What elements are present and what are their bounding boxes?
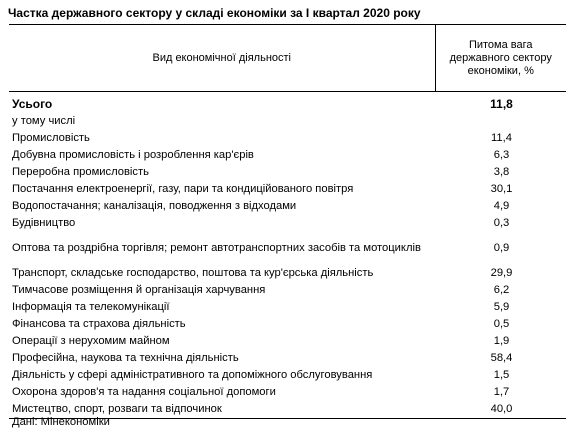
row-label: Водопостачання; каналізація, поводження … bbox=[12, 200, 297, 212]
row-label: у тому числі bbox=[12, 115, 76, 127]
row-label: Усього bbox=[12, 97, 53, 111]
table-row: Транспорт, складське господарство, пошто… bbox=[9, 265, 566, 282]
source-note: Дані: Мінекономіки bbox=[12, 416, 110, 428]
row-label: Фінансова та страхова діяльність bbox=[12, 318, 186, 330]
row-label: Операції з нерухомим майном bbox=[12, 335, 170, 347]
table-row: у тому числі bbox=[9, 113, 566, 130]
row-value: 3,8 bbox=[493, 166, 510, 178]
row-label: Тимчасове розміщення й організація харчу… bbox=[12, 284, 266, 296]
table-header-row: Вид економічної діяльності Питома вага д… bbox=[9, 24, 566, 92]
row-label: Транспорт, складське господарство, пошто… bbox=[12, 267, 374, 279]
table-title: Частка державного сектору у складі еконо… bbox=[8, 6, 421, 20]
row-value: 6,3 bbox=[493, 149, 510, 161]
row-value: 4,9 bbox=[493, 200, 510, 212]
state-sector-share-table: Вид економічної діяльності Питома вага д… bbox=[9, 24, 566, 419]
row-value: 0,3 bbox=[493, 217, 510, 229]
header-state-share: Питома вага державного сектору економіки… bbox=[435, 24, 566, 92]
table-row: Мистецтво, спорт, розваги та відпочинок … bbox=[9, 401, 566, 419]
table-row: Будівництво 0,3 bbox=[9, 215, 566, 232]
table-row-total: Усього 11,8 bbox=[9, 92, 566, 114]
header-activity-type: Вид економічної діяльності bbox=[9, 24, 436, 92]
row-value: 1,9 bbox=[493, 335, 510, 347]
row-label: Діяльність у сфері адміністративного та … bbox=[12, 369, 373, 381]
row-label: Мистецтво, спорт, розваги та відпочинок bbox=[9, 401, 435, 419]
table-row: Діяльність у сфері адміністративного та … bbox=[9, 367, 566, 384]
row-value bbox=[435, 113, 566, 130]
row-label: Оптова та роздрібна торгівля; ремонт авт… bbox=[12, 242, 421, 254]
row-value: 0,9 bbox=[493, 242, 510, 254]
table-row: Промисловість 11,4 bbox=[9, 130, 566, 147]
row-value: 1,5 bbox=[493, 369, 510, 381]
header-state-share-line2: державного сектору bbox=[449, 51, 552, 64]
row-label: Добувна промисловість і розроблення кар'… bbox=[12, 149, 254, 161]
row-label: Професійна, наукова та технічна діяльніс… bbox=[12, 352, 239, 364]
row-value: 6,2 bbox=[493, 284, 510, 296]
table-row: Оптова та роздрібна торгівля; ремонт авт… bbox=[9, 232, 566, 265]
row-value: 1,7 bbox=[493, 386, 510, 398]
table-row: Професійна, наукова та технічна діяльніс… bbox=[9, 350, 566, 367]
row-value: 40,0 bbox=[435, 401, 566, 419]
table-row: Тимчасове розміщення й організація харчу… bbox=[9, 282, 566, 299]
table-row: Фінансова та страхова діяльність 0,5 bbox=[9, 316, 566, 333]
row-label: Будівництво bbox=[12, 217, 76, 229]
row-label: Інформація та телекомунікації bbox=[12, 301, 170, 313]
row-value: 0,5 bbox=[493, 318, 510, 330]
table-row: Переробна промисловість 3,8 bbox=[9, 164, 566, 181]
row-label: Постачання електроенергії, газу, пари та… bbox=[12, 183, 354, 195]
row-value: 11,4 bbox=[491, 132, 512, 144]
row-value: 11,8 bbox=[490, 97, 513, 111]
table-row: Добувна промисловість і розроблення кар'… bbox=[9, 147, 566, 164]
row-label: Охорона здоров'я та надання соціальної д… bbox=[12, 386, 276, 398]
table-row: Операції з нерухомим майном 1,9 bbox=[9, 333, 566, 350]
row-value: 58,4 bbox=[490, 352, 513, 364]
row-value: 29,9 bbox=[490, 267, 513, 279]
table-row: Водопостачання; каналізація, поводження … bbox=[9, 198, 566, 215]
table-row: Інформація та телекомунікації 5,9 bbox=[9, 299, 566, 316]
row-value: 30,1 bbox=[490, 183, 513, 195]
row-label: Переробна промисловість bbox=[12, 166, 149, 178]
row-value: 5,9 bbox=[493, 301, 510, 313]
header-state-share-line1: Питома вага bbox=[468, 38, 533, 51]
table-row: Постачання електроенергії, газу, пари та… bbox=[9, 181, 566, 198]
table-row: Охорона здоров'я та надання соціальної д… bbox=[9, 384, 566, 401]
row-label: Промисловість bbox=[12, 132, 90, 144]
header-state-share-line3: економіки, % bbox=[467, 64, 534, 77]
